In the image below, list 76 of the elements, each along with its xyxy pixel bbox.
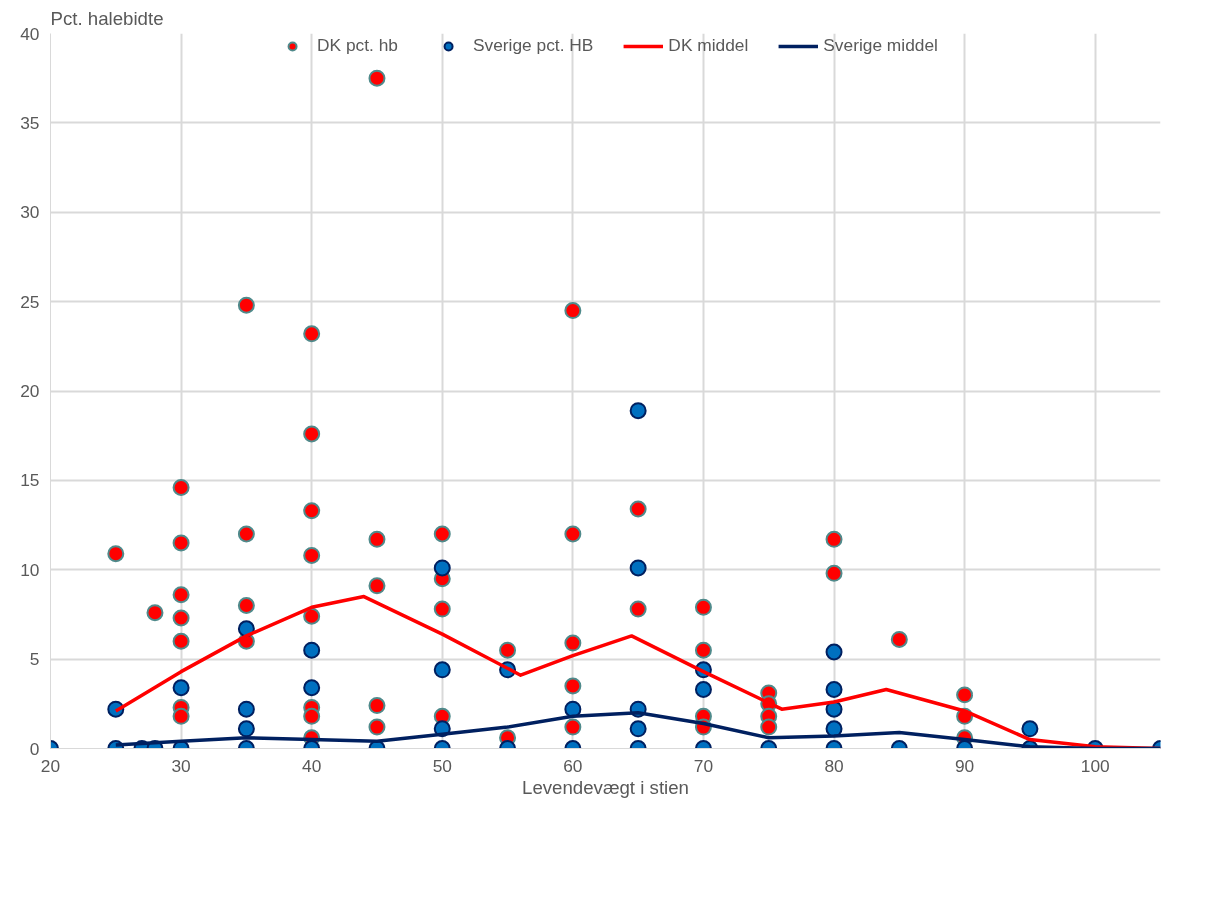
point — [237, 525, 255, 543]
point — [825, 643, 843, 661]
point — [172, 609, 190, 627]
point — [172, 679, 190, 697]
point — [172, 479, 190, 497]
point — [237, 720, 255, 738]
point — [825, 564, 843, 582]
point — [303, 707, 321, 725]
point — [368, 718, 386, 736]
point — [694, 598, 712, 616]
x-tick-label: 100 — [1080, 755, 1110, 776]
point — [237, 296, 255, 314]
point — [564, 525, 582, 543]
point — [303, 425, 321, 443]
point — [890, 630, 908, 648]
point — [433, 600, 451, 618]
x-tick-label: 70 — [693, 755, 714, 776]
x-tick-label: 60 — [563, 755, 583, 776]
point — [564, 634, 582, 652]
point — [433, 525, 451, 543]
point — [303, 679, 321, 697]
point — [107, 545, 125, 563]
point — [303, 607, 321, 625]
point — [956, 686, 974, 704]
x-tick-label: 90 — [954, 755, 975, 776]
point — [499, 641, 517, 659]
point — [368, 530, 386, 548]
y-tick-label: 10 — [20, 559, 40, 580]
y-tick-label: 0 — [29, 738, 40, 759]
point — [629, 402, 647, 420]
x-tick-label: 50 — [432, 755, 452, 776]
point — [629, 720, 647, 738]
x-tick-label: 30 — [171, 755, 191, 776]
point — [1021, 720, 1039, 738]
point — [368, 577, 386, 595]
text: Pct. halebidte — [50, 7, 164, 29]
legend-label: DK pct. hb — [317, 35, 398, 56]
point — [146, 604, 164, 622]
y-tick-label: 5 — [29, 649, 40, 670]
point — [629, 500, 647, 518]
y-tick-label: 25 — [20, 291, 40, 312]
point — [303, 546, 321, 564]
x-tick-label: 40 — [302, 755, 322, 776]
y-tick-label: 20 — [20, 381, 40, 401]
point — [368, 697, 386, 715]
point — [629, 600, 647, 618]
legend-label: DK middel — [668, 35, 749, 56]
y-tick-label: 35 — [20, 112, 40, 133]
point — [237, 597, 255, 614]
point — [825, 681, 843, 698]
point — [694, 641, 712, 659]
point — [564, 718, 582, 736]
x-axis-title: Levendevægt i stien — [522, 776, 689, 798]
point — [303, 641, 321, 659]
legend-label: Sverige middel — [823, 35, 938, 56]
point — [564, 302, 582, 320]
point — [303, 325, 321, 343]
legend-label: Sverige pct. HB — [472, 35, 594, 56]
point — [564, 677, 582, 695]
point — [825, 530, 843, 548]
x-tick-label: 80 — [824, 755, 844, 776]
point — [368, 69, 386, 87]
y-tick-label: 30 — [20, 202, 40, 223]
point — [760, 718, 778, 736]
point — [433, 559, 451, 577]
point — [694, 681, 712, 698]
point — [629, 559, 647, 577]
point — [172, 707, 190, 725]
point — [303, 502, 321, 520]
point — [172, 586, 190, 604]
point — [172, 632, 190, 650]
y-tick-label: 40 — [20, 23, 40, 44]
point — [433, 661, 451, 679]
y-tick-label: 15 — [20, 470, 40, 491]
point — [237, 700, 255, 718]
point — [172, 534, 190, 552]
